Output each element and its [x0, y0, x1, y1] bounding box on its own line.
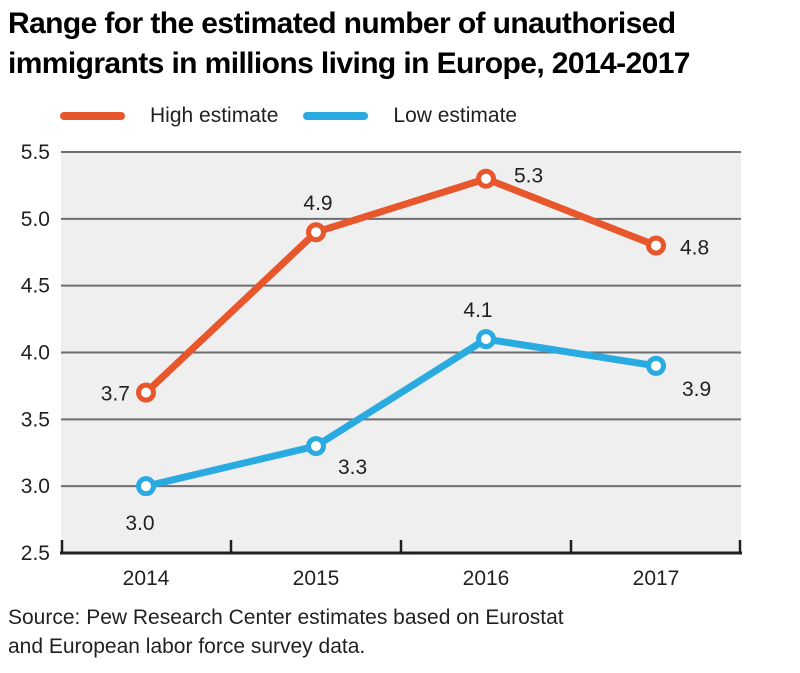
data-point-high-estimate-2017: [646, 235, 666, 256]
y-axis-tick-label: 4.5: [21, 275, 50, 298]
data-label-high-estimate-2015: 4.9: [303, 192, 332, 215]
x-axis-tick-label: 2017: [633, 567, 680, 590]
y-axis-tick-label: 3.5: [21, 408, 50, 431]
low-estimate-swatch: [303, 112, 369, 120]
y-axis-tick-label: 5.0: [21, 208, 50, 231]
data-label-low-estimate-2017: 3.9: [682, 378, 711, 401]
y-axis-tick-label: 3.0: [21, 475, 50, 498]
y-axis-tick-label: 4.0: [21, 342, 50, 365]
legend-label-high-estimate: High estimate: [150, 104, 279, 127]
data-point-high-estimate-2014: [136, 382, 156, 403]
data-point-high-estimate-2015: [306, 222, 326, 243]
data-point-high-estimate-2016: [476, 168, 496, 189]
data-point-low-estimate-2014: [136, 476, 156, 497]
line-chart: 2.5 3.0 3.5 4.0 4.5 5.0 5.5 2014 2015 2016 2017 3.7…: [21, 141, 742, 590]
data-point-low-estimate-2016: [476, 329, 496, 350]
data-label-high-estimate-2016: 5.3: [514, 165, 543, 188]
series-line-low-estimate: [142, 335, 660, 490]
y-axis-tick-label: 5.5: [21, 141, 50, 164]
chart-title-line2: immigrants in millions living in Europe,…: [8, 46, 690, 80]
y-axis-tick-label: 2.5: [21, 542, 50, 565]
data-label-high-estimate-2014: 3.7: [101, 383, 130, 406]
data-label-high-estimate-2017: 4.8: [680, 237, 709, 260]
high-estimate-swatch: [60, 112, 125, 120]
legend-label-low-estimate: Low estimate: [393, 104, 518, 127]
chart-title: Range for the estimated number of unauth…: [8, 4, 690, 83]
data-label-low-estimate-2015: 3.3: [338, 456, 367, 479]
data-point-low-estimate-2015: [306, 436, 326, 457]
data-point-low-estimate-2017: [646, 355, 666, 376]
legend-item-high-estimate: High estimate: [60, 104, 278, 128]
source-line1: Source: Pew Research Center estimates ba…: [8, 606, 564, 629]
data-label-low-estimate-2014: 3.0: [125, 512, 154, 535]
legend: High estimate Low estimate: [60, 101, 517, 131]
x-axis-tick-label: 2014: [123, 567, 170, 590]
source-note: Source: Pew Research Center estimates ba…: [8, 604, 564, 662]
legend-item-low-estimate: Low estimate: [303, 104, 517, 128]
chart-title-line1: Range for the estimated number of unauth…: [8, 7, 676, 40]
x-axis-tick-label: 2016: [463, 567, 510, 590]
series-line-high-estimate: [142, 175, 660, 397]
x-axis-tick-label: 2015: [293, 567, 340, 590]
data-label-low-estimate-2016: 4.1: [463, 299, 492, 322]
source-line2: and European labor force survey data.: [8, 634, 366, 658]
